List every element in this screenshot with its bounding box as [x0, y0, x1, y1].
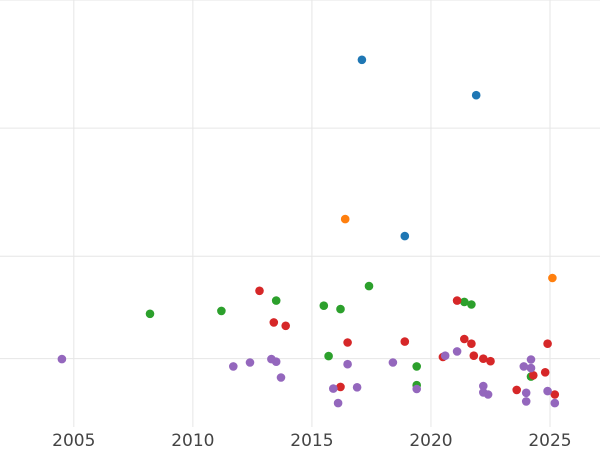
scatter-point-series-3: [217, 306, 226, 316]
scatter-point-series-5: [452, 347, 462, 356]
scatter-point-series-1: [471, 90, 481, 100]
scatter-point-series-4: [400, 337, 410, 346]
x-tick-label: 2015: [290, 431, 333, 450]
scatter-point-series-5: [440, 351, 450, 361]
x-tick-label: 2025: [528, 431, 571, 450]
scatter-point-series-4: [550, 390, 560, 399]
scatter-point-series-4: [543, 339, 552, 349]
scatter-point-series-5: [333, 398, 343, 408]
scatter-point-series-5: [57, 354, 67, 364]
scatter-point-series-4: [540, 368, 550, 377]
scatter-point-series-3: [412, 362, 422, 371]
scatter-point-series-3: [460, 297, 469, 307]
scatter-point-series-3: [467, 300, 476, 309]
scatter-point-series-4: [469, 351, 479, 361]
scatter-point-series-4: [452, 296, 462, 305]
scatter-point-series-5: [550, 398, 560, 408]
scatter-point-series-3: [271, 296, 281, 305]
scatter-point-series-4: [281, 321, 291, 331]
x-tick-label: 2010: [171, 431, 214, 450]
scatter-point-series-1: [400, 231, 410, 241]
x-tick-label: 2005: [52, 431, 95, 450]
scatter-point-series-2: [340, 214, 350, 224]
scatter-point-series-5: [388, 358, 398, 367]
scatter-point-series-4: [529, 371, 538, 380]
scatter-point-series-5: [521, 397, 531, 406]
scatter-point-series-5: [479, 381, 488, 391]
scatter-point-series-5: [276, 373, 286, 382]
scatter-point-series-3: [364, 281, 374, 291]
x-axis-tick-labels: 2005 2010 2015 2020 2025: [52, 431, 571, 450]
scatter-point-series-5: [543, 386, 552, 396]
scatter-point-series-5: [412, 384, 422, 394]
scatter-point-series-3: [336, 304, 345, 314]
scatter-point-series-5: [229, 362, 238, 371]
scatter-point-series-4: [512, 385, 521, 395]
scatter-point-series-1: [357, 55, 367, 65]
scatter-point-series-4: [460, 334, 469, 344]
x-tick-label: 2020: [409, 431, 452, 450]
scatter-point-series-3: [324, 351, 333, 361]
scatter-point-series-5: [521, 388, 531, 398]
scatter-point-series-2: [548, 273, 557, 283]
scatter-point-series-5: [526, 363, 536, 373]
scatter-point-series-4: [479, 354, 488, 364]
scatter-point-series-3: [145, 309, 155, 319]
scatter-point-series-5: [352, 383, 362, 392]
data-points: [57, 55, 560, 408]
scatter-point-series-5: [271, 357, 281, 367]
scatter-point-series-4: [467, 339, 476, 349]
scatter-point-series-5: [329, 384, 338, 393]
scatter-point-series-5: [526, 355, 536, 364]
scatter-point-series-5: [483, 390, 493, 399]
grid-layer: [0, 0, 600, 427]
scatter-point-series-4: [486, 356, 495, 366]
scatter-point-series-3: [319, 301, 329, 311]
scatter-point-series-4: [269, 318, 279, 327]
scatter-point-series-4: [336, 382, 345, 392]
scatter-point-series-5: [245, 358, 255, 367]
scatter-point-series-4: [343, 338, 352, 347]
scatter-point-series-5: [343, 359, 352, 369]
scatter-point-series-5: [519, 362, 529, 371]
scatter-point-series-4: [255, 286, 264, 296]
